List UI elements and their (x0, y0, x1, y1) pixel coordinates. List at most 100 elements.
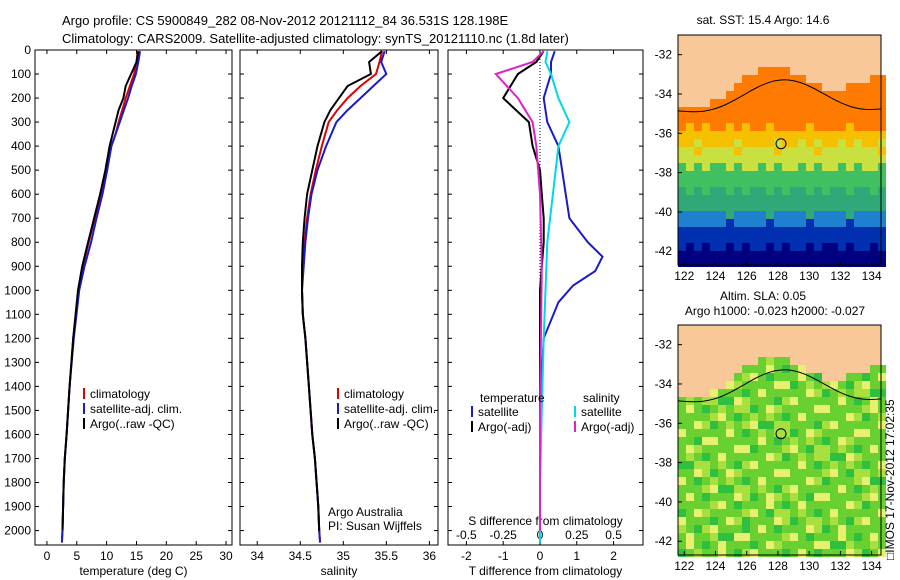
sea-cell (822, 477, 830, 485)
sea-cell (742, 115, 750, 123)
sea-cell (862, 83, 870, 91)
sea-cell (838, 421, 846, 429)
sea-cell (806, 501, 814, 509)
sea-cell (862, 533, 870, 541)
sea-cell (678, 477, 686, 485)
sea-cell (798, 227, 806, 235)
sea-cell (750, 99, 758, 107)
sea-cell (710, 469, 718, 477)
y-tick-label: 700 (11, 211, 31, 225)
sea-cell (774, 163, 782, 171)
sea-cell (878, 107, 886, 115)
sea-cell (726, 227, 734, 235)
sea-cell (806, 131, 814, 139)
sea-cell (734, 453, 742, 461)
sea-cell (766, 469, 774, 477)
sea-cell (782, 413, 790, 421)
sea-cell (798, 541, 806, 549)
sea-cell (694, 445, 702, 453)
sea-cell (806, 179, 814, 187)
sea-cell (726, 91, 734, 99)
sea-cell (678, 187, 686, 195)
sea-cell (846, 123, 854, 131)
sea-cell (702, 163, 710, 171)
sea-cell (878, 397, 886, 405)
map-y-tick-label: -36 (655, 416, 673, 430)
sea-cell (750, 413, 758, 421)
sea-cell (838, 195, 846, 203)
sea-cell (854, 509, 862, 517)
sea-cell (790, 203, 798, 211)
sea-cell (814, 83, 822, 91)
shelf-contour (677, 79, 882, 113)
sea-cell (838, 477, 846, 485)
sea-cell (798, 163, 806, 171)
sea-cell (782, 469, 790, 477)
y-tick-label: 800 (11, 235, 31, 249)
sea-cell (742, 389, 750, 397)
sea-cell (830, 187, 838, 195)
sea-cell (734, 381, 742, 389)
sea-cell (718, 405, 726, 413)
sea-cell (726, 485, 734, 493)
map-x-tick-label: 134 (862, 269, 882, 283)
sea-cell (790, 413, 798, 421)
sea-cell (742, 461, 750, 469)
sea-cell (862, 259, 870, 267)
sea-cell (790, 259, 798, 267)
sea-cell (758, 195, 766, 203)
sea-cell (870, 397, 878, 405)
sea-cell (782, 163, 790, 171)
sea-cell (862, 251, 870, 259)
sea-cell (758, 405, 766, 413)
sea-cell (774, 251, 782, 259)
sea-cell (774, 517, 782, 525)
x-tick-label: 20 (160, 549, 174, 563)
sea-cell (878, 123, 886, 131)
sea-cell (862, 461, 870, 469)
profile-location-marker (775, 428, 787, 440)
sea-cell (822, 445, 830, 453)
sea-cell (822, 453, 830, 461)
sea-cell (790, 227, 798, 235)
legend-label: Argo(..raw -QC) (90, 417, 175, 431)
sea-cell (694, 171, 702, 179)
sea-cell (806, 123, 814, 131)
sea-cell (822, 469, 830, 477)
sea-cell (742, 397, 750, 405)
sea-cell (742, 405, 750, 413)
sea-cell (694, 155, 702, 163)
sea-cell (798, 195, 806, 203)
sea-cell (710, 235, 718, 243)
sea-cell (878, 171, 886, 179)
sea-cell (830, 227, 838, 235)
sea-cell (750, 187, 758, 195)
sea-cell (782, 107, 790, 115)
sea-cell (862, 477, 870, 485)
sea-cell (742, 493, 750, 501)
sea-cell (718, 509, 726, 517)
sea-cell (798, 485, 806, 493)
sea-cell (782, 259, 790, 267)
map-x-tick-label: 126 (737, 559, 757, 573)
sea-cell (846, 163, 854, 171)
y-tick-label: 300 (11, 115, 31, 129)
sea-cell (822, 131, 830, 139)
sea-cell (758, 381, 766, 389)
sea-cell (782, 83, 790, 91)
sea-cell (790, 405, 798, 413)
sea-cell (806, 259, 814, 267)
sea-cell (878, 219, 886, 227)
sea-cell (758, 549, 766, 557)
sea-cell (782, 421, 790, 429)
sea-cell (814, 445, 822, 453)
sea-cell (790, 107, 798, 115)
sea-cell (702, 493, 710, 501)
sea-cell (766, 123, 774, 131)
sea-cell (718, 203, 726, 211)
sea-cell (750, 227, 758, 235)
sea-cell (862, 155, 870, 163)
header-line-1: Argo profile: CS 5900849_282 08-Nov-2012… (62, 13, 509, 28)
sea-cell (878, 517, 886, 525)
legend-label: satellite-adj. clim. (90, 402, 182, 416)
